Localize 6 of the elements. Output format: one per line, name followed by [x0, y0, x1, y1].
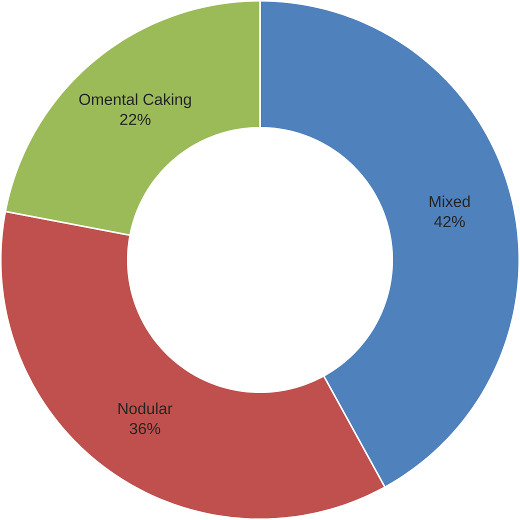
data-label: 42% [434, 216, 465, 228]
data-label: 36% [130, 422, 160, 434]
slice-label: Mixed [430, 196, 470, 208]
data-label: 22% [120, 114, 150, 125]
slice-label: Omental Caking [79, 93, 191, 108]
slice-label: Nodular [118, 402, 172, 414]
